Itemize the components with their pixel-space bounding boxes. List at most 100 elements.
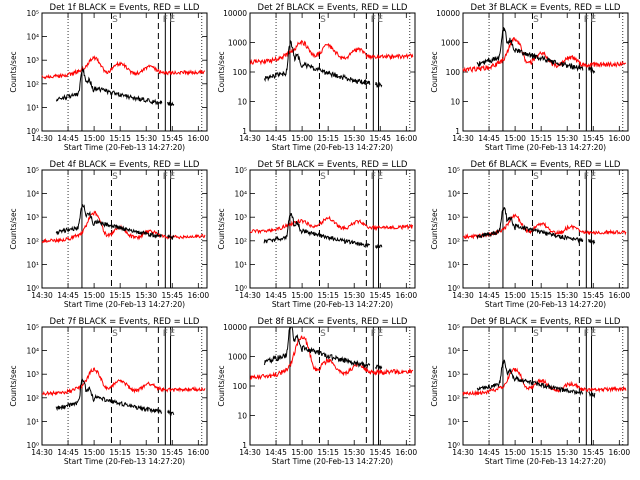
x-axis-label: Start Time (20-Feb-13 14:27:20) xyxy=(485,300,606,309)
y-tick-label: 100 xyxy=(233,68,248,77)
events-series-line xyxy=(167,234,175,240)
lld-series-line xyxy=(250,39,414,66)
x-tick-label: 15:30 xyxy=(556,134,578,143)
x-tick-label: 16:00 xyxy=(188,134,210,143)
y-tick-label: 1 xyxy=(242,127,247,136)
y-tick-label: 1000 xyxy=(228,39,247,48)
y-tick-label: 10⁵ xyxy=(447,166,460,175)
x-tick-label: 15:30 xyxy=(343,291,365,300)
marker-letter-s: S xyxy=(533,15,539,25)
y-tick-label: 1 xyxy=(242,441,247,450)
lld-series-line xyxy=(41,367,206,397)
panel-det-2: Det 2f BLACK = Events, RED = LLD 1 10 100 10… xyxy=(217,3,417,152)
y-tick-label: 10⁴ xyxy=(26,347,39,356)
y-axis-label: Counts/sec xyxy=(217,365,226,406)
x-tick-label: 15:15 xyxy=(530,134,552,143)
lld-series-line xyxy=(462,367,627,397)
y-tick-label: 10000 xyxy=(223,323,247,332)
y-tick-label: 10⁰ xyxy=(26,284,39,293)
y-tick-label: 10² xyxy=(26,237,39,246)
events-series-line xyxy=(588,65,596,75)
y-tick-label: 1 xyxy=(455,127,460,136)
y-tick-label: 10⁵ xyxy=(26,9,39,18)
events-series-line xyxy=(264,39,371,85)
y-axis-label: Counts/sec xyxy=(430,365,439,406)
panel-title: Det 3f BLACK = Events, RED = LLD xyxy=(471,3,621,13)
x-tick-label: 15:00 xyxy=(504,134,526,143)
marker-letter-e: E xyxy=(590,329,596,339)
events-series-line xyxy=(55,204,163,239)
events-series-line xyxy=(375,364,383,371)
x-tick-label: 15:15 xyxy=(317,448,339,457)
x-tick-label: 15:30 xyxy=(343,134,365,143)
x-tick-label: 15:30 xyxy=(556,291,578,300)
x-tick-label: 14:45 xyxy=(57,134,79,143)
y-tick-label: 10⁴ xyxy=(26,190,39,199)
marker-letter-f: F xyxy=(163,172,168,182)
plot-frame xyxy=(462,326,629,446)
events-series-line xyxy=(476,359,584,396)
panel-title: Det 8f BLACK = Events, RED = LLD xyxy=(258,317,408,327)
x-tick-label: 15:15 xyxy=(530,448,552,457)
x-tick-label: 15:15 xyxy=(317,291,339,300)
y-tick-label: 10⁰ xyxy=(234,284,247,293)
y-tick-label: 10 xyxy=(237,412,247,421)
marker-letter-e: E xyxy=(590,15,596,25)
y-axis-label: Counts/sec xyxy=(217,51,226,92)
lld-series-line xyxy=(249,215,414,235)
panel-title: Det 2f BLACK = Events, RED = LLD xyxy=(258,3,408,13)
marker-letter-f: F xyxy=(371,15,376,25)
x-tick-label: 15:45 xyxy=(161,448,183,457)
events-series-line xyxy=(476,206,584,244)
plot-frame xyxy=(41,12,208,132)
plot-frame xyxy=(41,326,208,446)
x-tick-label: 15:00 xyxy=(504,448,526,457)
x-tick-label: 15:45 xyxy=(369,134,391,143)
y-tick-label: 1000 xyxy=(441,39,460,48)
x-tick-label: 14:45 xyxy=(478,448,500,457)
y-tick-label: 10⁴ xyxy=(447,347,460,356)
y-tick-label: 10⁰ xyxy=(26,441,39,450)
plot-frame xyxy=(249,169,416,289)
y-tick-label: 10² xyxy=(26,394,39,403)
y-tick-label: 10⁴ xyxy=(447,190,460,199)
plot-frame xyxy=(41,169,208,289)
y-tick-label: 10⁰ xyxy=(26,127,39,136)
y-tick-label: 10³ xyxy=(26,56,39,65)
y-tick-label: 10¹ xyxy=(447,260,460,269)
x-axis-label: Start Time (20-Feb-13 14:27:20) xyxy=(485,457,606,466)
y-tick-label: 10⁵ xyxy=(234,166,247,175)
y-tick-label: 10000 xyxy=(223,9,247,18)
events-series-line xyxy=(375,81,383,89)
lld-series-line xyxy=(249,335,414,381)
x-tick-label: 14:30 xyxy=(239,134,261,143)
y-axis-label: Counts/sec xyxy=(430,51,439,92)
marker-letter-f: F xyxy=(371,329,376,339)
plot-frame xyxy=(462,12,629,132)
x-axis-label: Start Time (20-Feb-13 14:27:20) xyxy=(272,457,393,466)
y-tick-label: 10¹ xyxy=(26,260,39,269)
x-tick-label: 14:45 xyxy=(265,291,287,300)
lld-series-line xyxy=(41,55,206,80)
events-series-line xyxy=(167,409,175,417)
panel-det-6: Det 6f BLACK = Events, RED = LLD 10⁰ 10¹ 10… xyxy=(430,160,630,309)
x-tick-label: 15:45 xyxy=(369,448,391,457)
x-tick-label: 15:45 xyxy=(161,291,183,300)
marker-letter-s: S xyxy=(533,329,539,339)
x-tick-label: 14:45 xyxy=(265,134,287,143)
events-series-line xyxy=(263,212,371,249)
x-tick-label: 14:45 xyxy=(478,291,500,300)
marker-letter-s: S xyxy=(112,172,118,182)
panel-det-4: Det 4f BLACK = Events, RED = LLD 10⁰ 10¹ 10… xyxy=(9,160,209,309)
x-tick-label: 15:15 xyxy=(109,448,131,457)
marker-letter-s: S xyxy=(320,15,326,25)
y-tick-label: 10⁵ xyxy=(447,323,460,332)
panel-title: Det 4f BLACK = Events, RED = LLD xyxy=(50,160,200,170)
y-axis-label: Counts/sec xyxy=(430,208,439,249)
marker-letter-e: E xyxy=(377,15,383,25)
y-tick-label: 1000 xyxy=(228,353,247,362)
marker-letter-e: E xyxy=(169,15,175,25)
x-tick-label: 15:30 xyxy=(135,291,157,300)
marker-letter-f: F xyxy=(163,329,168,339)
